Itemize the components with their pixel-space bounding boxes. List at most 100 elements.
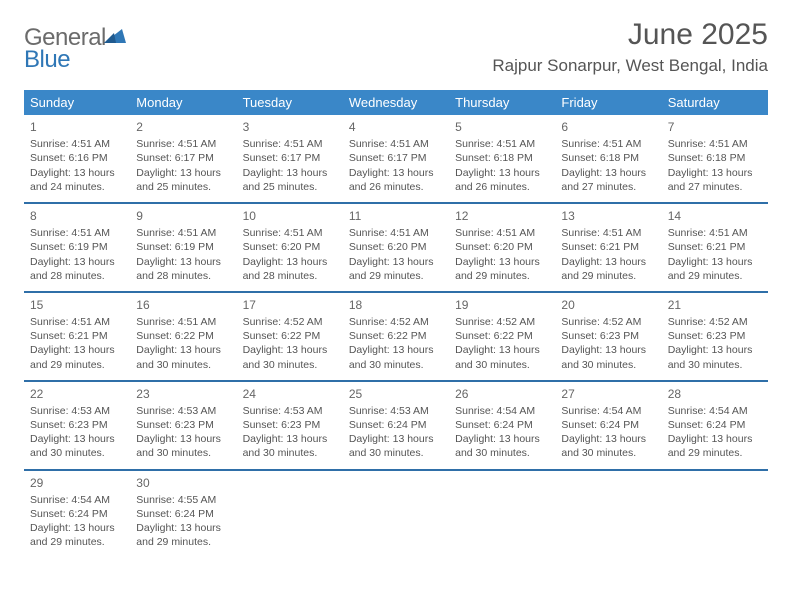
calendar-header-row: SundayMondayTuesdayWednesdayThursdayFrid… [24, 90, 768, 115]
daylight-line: Daylight: 13 hours and 30 minutes. [668, 343, 762, 371]
month-title: June 2025 [492, 18, 768, 52]
weekday-header: Friday [555, 90, 661, 115]
calendar-week-row: 15Sunrise: 4:51 AMSunset: 6:21 PMDayligh… [24, 292, 768, 381]
daylight-line: Daylight: 13 hours and 28 minutes. [243, 255, 337, 283]
sunrise-line: Sunrise: 4:51 AM [136, 315, 230, 329]
sunrise-line: Sunrise: 4:51 AM [455, 226, 549, 240]
daylight-line: Daylight: 13 hours and 26 minutes. [455, 166, 549, 194]
sunrise-line: Sunrise: 4:51 AM [243, 137, 337, 151]
daylight-line: Daylight: 13 hours and 25 minutes. [243, 166, 337, 194]
daylight-line: Daylight: 13 hours and 28 minutes. [30, 255, 124, 283]
sunset-line: Sunset: 6:23 PM [30, 418, 124, 432]
daylight-line: Daylight: 13 hours and 30 minutes. [455, 432, 549, 460]
day-number: 16 [136, 297, 230, 313]
sunrise-line: Sunrise: 4:52 AM [455, 315, 549, 329]
day-number: 4 [349, 119, 443, 135]
sunrise-line: Sunrise: 4:51 AM [30, 315, 124, 329]
sunrise-line: Sunrise: 4:52 AM [668, 315, 762, 329]
daylight-line: Daylight: 13 hours and 30 minutes. [561, 432, 655, 460]
day-number: 3 [243, 119, 337, 135]
calendar-day-cell: 23 Sunrise: 4:53 AMSunset: 6:23 PMDayligh… [130, 381, 236, 470]
daylight-line: Daylight: 13 hours and 29 minutes. [668, 432, 762, 460]
sunset-line: Sunset: 6:24 PM [668, 418, 762, 432]
sunset-line: Sunset: 6:20 PM [349, 240, 443, 254]
weekday-header: Sunday [24, 90, 130, 115]
daylight-line: Daylight: 13 hours and 29 minutes. [349, 255, 443, 283]
sunrise-line: Sunrise: 4:51 AM [136, 226, 230, 240]
calendar-day-cell: 24Sunrise: 4:53 AMSunset: 6:23 PMDayligh… [237, 381, 343, 470]
calendar-table: SundayMondayTuesdayWednesdayThursdayFrid… [24, 90, 768, 558]
calendar-day-cell: 12Sunrise: 4:51 AMSunset: 6:20 PMDayligh… [449, 203, 555, 292]
calendar-day-cell: 18Sunrise: 4:52 AMSunset: 6:22 PMDayligh… [343, 292, 449, 381]
sunset-line: Sunset: 6:18 PM [668, 151, 762, 165]
sunrise-line: Sunrise: 4:51 AM [30, 137, 124, 151]
calendar-day-cell: 19Sunrise: 4:52 AMSunset: 6:22 PMDayligh… [449, 292, 555, 381]
calendar-day-cell: 21Sunrise: 4:52 AMSunset: 6:23 PMDayligh… [662, 292, 768, 381]
daylight-line: Daylight: 13 hours and 25 minutes. [136, 166, 230, 194]
calendar-day-cell: 2Sunrise: 4:51 AMSunset: 6:17 PMDaylight… [130, 115, 236, 203]
calendar-day-cell: 4Sunrise: 4:51 AMSunset: 6:17 PMDaylight… [343, 115, 449, 203]
daylight-line: Daylight: 13 hours and 30 minutes. [136, 432, 230, 460]
calendar-week-row: 1Sunrise: 4:51 AMSunset: 6:16 PMDaylight… [24, 115, 768, 203]
daylight-line: Daylight: 13 hours and 26 minutes. [349, 166, 443, 194]
sunrise-line: Sunrise: 4:53 AM [136, 404, 230, 418]
sunset-line: Sunset: 6:17 PM [243, 151, 337, 165]
weekday-header: Monday [130, 90, 236, 115]
day-number: 2 [136, 119, 230, 135]
title-block: June 2025 Rajpur Sonarpur, West Bengal, … [492, 18, 768, 76]
day-number: 25 [349, 386, 443, 402]
sunrise-line: Sunrise: 4:51 AM [561, 226, 655, 240]
daylight-line: Daylight: 13 hours and 30 minutes. [561, 343, 655, 371]
day-number: 10 [243, 208, 337, 224]
calendar-day-cell: 17Sunrise: 4:52 AMSunset: 6:22 PMDayligh… [237, 292, 343, 381]
sunrise-line: Sunrise: 4:51 AM [455, 137, 549, 151]
sunset-line: Sunset: 6:21 PM [668, 240, 762, 254]
day-number: 13 [561, 208, 655, 224]
sunset-line: Sunset: 6:24 PM [349, 418, 443, 432]
daylight-line: Daylight: 13 hours and 30 minutes. [349, 343, 443, 371]
day-number: 21 [668, 297, 762, 313]
day-number: 8 [30, 208, 124, 224]
daylight-line: Daylight: 13 hours and 28 minutes. [136, 255, 230, 283]
sunrise-line: Sunrise: 4:54 AM [561, 404, 655, 418]
sunrise-line: Sunrise: 4:54 AM [668, 404, 762, 418]
sunset-line: Sunset: 6:20 PM [243, 240, 337, 254]
day-number: 11 [349, 208, 443, 224]
sunset-line: Sunset: 6:23 PM [136, 418, 230, 432]
calendar-blank-cell [662, 470, 768, 558]
calendar-day-cell: 8Sunrise: 4:51 AMSunset: 6:19 PMDaylight… [24, 203, 130, 292]
weekday-header: Saturday [662, 90, 768, 115]
sunset-line: Sunset: 6:19 PM [136, 240, 230, 254]
calendar-day-cell: 15Sunrise: 4:51 AMSunset: 6:21 PMDayligh… [24, 292, 130, 381]
calendar-day-cell: 29Sunrise: 4:54 AMSunset: 6:24 PMDayligh… [24, 470, 130, 558]
day-number: 20 [561, 297, 655, 313]
day-number: 26 [455, 386, 549, 402]
daylight-line: Daylight: 13 hours and 30 minutes. [349, 432, 443, 460]
day-number: 14 [668, 208, 762, 224]
sunrise-line: Sunrise: 4:52 AM [349, 315, 443, 329]
day-number: 1 [30, 119, 124, 135]
calendar-week-row: 8Sunrise: 4:51 AMSunset: 6:19 PMDaylight… [24, 203, 768, 292]
sunset-line: Sunset: 6:16 PM [30, 151, 124, 165]
weekday-header: Wednesday [343, 90, 449, 115]
calendar-day-cell: 10Sunrise: 4:51 AMSunset: 6:20 PMDayligh… [237, 203, 343, 292]
sunrise-line: Sunrise: 4:51 AM [561, 137, 655, 151]
sunset-line: Sunset: 6:22 PM [349, 329, 443, 343]
daylight-line: Daylight: 13 hours and 24 minutes. [30, 166, 124, 194]
sunrise-line: Sunrise: 4:55 AM [136, 493, 230, 507]
sunrise-line: Sunrise: 4:51 AM [349, 137, 443, 151]
logo-text-blue: Blue [24, 46, 70, 73]
daylight-line: Daylight: 13 hours and 30 minutes. [30, 432, 124, 460]
calendar-blank-cell [449, 470, 555, 558]
calendar-day-cell: 9Sunrise: 4:51 AMSunset: 6:19 PMDaylight… [130, 203, 236, 292]
day-number: 23 [136, 386, 230, 402]
calendar-day-cell: 3 Sunrise: 4:51 AMSunset: 6:17 PMDaylight… [237, 115, 343, 203]
sunset-line: Sunset: 6:21 PM [30, 329, 124, 343]
day-number: 24 [243, 386, 337, 402]
sunset-line: Sunset: 6:19 PM [30, 240, 124, 254]
sunset-line: Sunset: 6:23 PM [243, 418, 337, 432]
daylight-line: Daylight: 13 hours and 30 minutes. [136, 343, 230, 371]
sunset-line: Sunset: 6:18 PM [455, 151, 549, 165]
day-number: 19 [455, 297, 549, 313]
calendar-blank-cell [555, 470, 661, 558]
